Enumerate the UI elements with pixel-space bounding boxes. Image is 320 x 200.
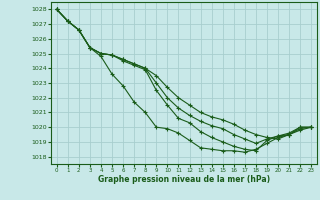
X-axis label: Graphe pression niveau de la mer (hPa): Graphe pression niveau de la mer (hPa) [98,175,270,184]
